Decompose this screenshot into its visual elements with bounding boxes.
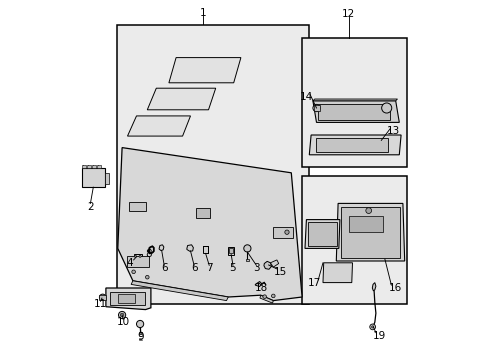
Polygon shape	[336, 203, 404, 261]
Circle shape	[139, 255, 141, 257]
Bar	[87, 165, 91, 168]
Circle shape	[271, 294, 275, 298]
Circle shape	[284, 230, 288, 234]
Polygon shape	[371, 283, 375, 291]
Circle shape	[369, 324, 375, 330]
Text: 17: 17	[307, 278, 321, 288]
Text: 5: 5	[229, 263, 236, 273]
Circle shape	[99, 294, 106, 301]
Text: 6: 6	[161, 263, 167, 273]
Bar	[228, 247, 234, 255]
Bar	[99, 295, 106, 300]
Polygon shape	[312, 99, 397, 101]
Circle shape	[120, 313, 123, 317]
Text: 1: 1	[200, 8, 206, 18]
Bar	[139, 332, 141, 334]
Polygon shape	[270, 260, 278, 267]
Polygon shape	[186, 245, 193, 251]
Bar	[97, 165, 101, 168]
Bar	[127, 256, 148, 267]
Text: 16: 16	[387, 283, 401, 293]
Bar	[229, 248, 232, 253]
Text: 11: 11	[94, 299, 107, 309]
Polygon shape	[312, 101, 399, 122]
Text: 14: 14	[299, 92, 312, 102]
Bar	[117, 25, 309, 304]
Text: 13: 13	[386, 126, 400, 136]
Text: 8: 8	[145, 249, 151, 259]
Polygon shape	[127, 116, 190, 136]
Polygon shape	[168, 58, 241, 83]
Bar	[128, 202, 145, 211]
Bar	[81, 165, 86, 168]
Bar	[110, 292, 144, 305]
Bar	[245, 259, 248, 261]
Circle shape	[381, 103, 391, 113]
Text: 9: 9	[138, 332, 144, 342]
Text: 19: 19	[372, 330, 386, 341]
Bar	[105, 173, 108, 184]
Circle shape	[136, 320, 143, 328]
Polygon shape	[106, 288, 151, 310]
Circle shape	[365, 208, 371, 213]
Circle shape	[132, 270, 135, 274]
Circle shape	[118, 311, 125, 319]
Circle shape	[371, 326, 373, 328]
Text: 15: 15	[273, 267, 286, 277]
Bar	[318, 104, 389, 120]
Bar	[196, 208, 209, 218]
Text: 10: 10	[116, 317, 129, 327]
Polygon shape	[264, 261, 271, 269]
Bar	[307, 222, 337, 246]
Polygon shape	[309, 135, 400, 155]
Bar	[340, 207, 400, 258]
Bar	[92, 165, 96, 168]
Bar	[313, 105, 320, 111]
Bar	[203, 246, 208, 253]
Text: 12: 12	[342, 9, 355, 19]
Polygon shape	[147, 88, 215, 110]
Bar	[302, 176, 406, 304]
Text: 6: 6	[190, 263, 197, 273]
Text: 2: 2	[87, 202, 94, 212]
Polygon shape	[322, 263, 352, 283]
Text: 3: 3	[253, 263, 259, 273]
Bar	[273, 227, 292, 238]
Polygon shape	[260, 295, 273, 303]
Bar	[302, 38, 406, 167]
Circle shape	[134, 255, 136, 257]
Circle shape	[145, 275, 149, 279]
Bar	[81, 168, 105, 187]
Text: 18: 18	[254, 283, 267, 293]
Circle shape	[312, 104, 320, 112]
Polygon shape	[148, 246, 153, 253]
Polygon shape	[305, 220, 339, 248]
Polygon shape	[159, 245, 163, 251]
Circle shape	[244, 245, 250, 252]
Text: 4: 4	[126, 258, 133, 268]
Bar	[316, 138, 387, 152]
Bar	[118, 294, 135, 303]
Circle shape	[263, 295, 266, 298]
Bar	[134, 254, 141, 259]
Polygon shape	[118, 148, 302, 301]
Polygon shape	[255, 282, 261, 287]
Polygon shape	[131, 281, 228, 301]
Text: 7: 7	[205, 263, 212, 273]
Bar	[348, 216, 382, 232]
